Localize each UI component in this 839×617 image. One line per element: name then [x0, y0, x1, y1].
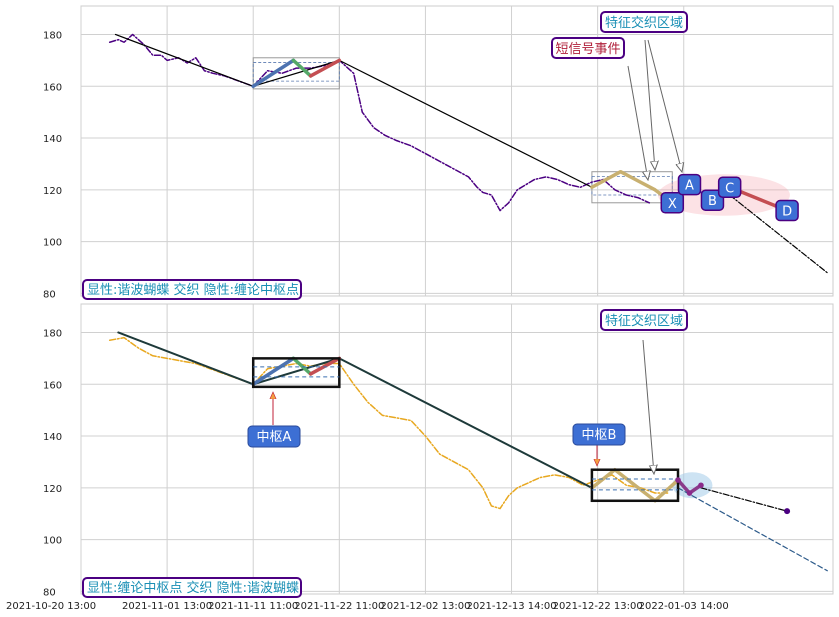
x-tick-label: 2021-11-22 11:00: [294, 601, 384, 612]
series-zhongshu-B-legs: [590, 467, 680, 503]
top-signal-arrow: [627, 65, 648, 180]
bottom-feature-arrow: [642, 339, 654, 474]
pattern-point-C: C: [717, 176, 742, 198]
pattern-point-label: D: [782, 205, 792, 220]
bottom-dots: [675, 477, 791, 515]
top-feature-arrow-1: [644, 39, 655, 170]
pattern-point-X: X: [660, 192, 685, 214]
pattern-point-label: A: [685, 179, 694, 194]
pattern-point-box: [775, 199, 799, 222]
x-tick-label: 2021-12-13 14:00: [466, 601, 556, 612]
bottom-zhongshu-a-label: 中枢A: [247, 425, 301, 448]
bottom-series: [108, 331, 828, 572]
x-tick-label: 2021-12-02 13:00: [380, 601, 470, 612]
x-tick-label: 2022-01-03 14:00: [639, 601, 729, 612]
zhongshu-box: [251, 357, 341, 389]
y-tick-label: 100: [43, 536, 62, 547]
pattern-point-label: B: [708, 194, 717, 209]
top-feature-arrow-2: [647, 39, 682, 172]
bottom-y-ticks: 80 100 120 140 160 180: [43, 328, 62, 598]
series-zhongshu-leg-3: [308, 356, 342, 376]
y-tick-label: 120: [43, 186, 62, 197]
tail-dot: [698, 482, 704, 489]
bottom-panel: 80 100 120 140 160 180 特征交织区域 中枢A 中枢B 显性:缠论中枢…: [43, 303, 834, 598]
pattern-point-box: [660, 192, 685, 214]
top-feature-text: 特征交织区域: [605, 15, 683, 31]
y-tick-label: 180: [43, 30, 62, 41]
y-tick-label: 160: [43, 82, 62, 93]
bottom-plot-frame: [80, 303, 834, 595]
series-harmonic-leg-1: [251, 58, 296, 89]
y-tick-label: 80: [43, 587, 56, 598]
bottom-zhongshu-b-text: 中枢B: [582, 428, 617, 443]
series-harmonic-leg-3: [308, 58, 342, 78]
bottom-feature-label: 特征交织区域: [600, 309, 688, 331]
zhongshu-box: [590, 468, 680, 503]
top-y-ticks: 80 100 120 140 160 180: [43, 30, 62, 300]
x-tick-label: 2021-10-20 13:00: [6, 601, 96, 612]
tail-dot: [686, 490, 693, 496]
pattern-point-D: D: [775, 199, 799, 222]
top-plot-frame: [80, 5, 834, 297]
pattern-point-B: B: [700, 189, 725, 211]
y-tick-label: 100: [43, 238, 62, 249]
tail-dot: [675, 477, 681, 483]
top-caption: 显性:谐波蝴蝶 交织 隐性:缠论中枢点: [82, 279, 302, 300]
top-signal-text: 短信号事件: [555, 42, 620, 57]
top-grid: [80, 6, 833, 296]
bottom-zhongshu-a-text: 中枢A: [257, 430, 292, 445]
y-tick-label: 80: [43, 289, 56, 300]
bottom-zones: [251, 357, 680, 503]
series-zhongshu-leg-1: [251, 356, 296, 387]
top-caption-text: 显性:谐波蝴蝶 交织 隐性:缠论中枢点: [87, 282, 299, 298]
bottom-highlight-zone: [672, 472, 713, 499]
bottom-caption: 显性:缠论中枢点 交织 隐性:谐波蝴蝶: [82, 577, 302, 598]
y-tick-label: 120: [43, 484, 62, 495]
top-feature-label: 特征交织区域: [600, 11, 688, 33]
y-tick-label: 180: [43, 328, 62, 339]
zone-inner-box: [252, 62, 340, 82]
series-projection: [729, 194, 828, 274]
series-zhongshu-leg-2: [291, 356, 313, 376]
pattern-point-label: C: [725, 181, 734, 196]
series-projection: [700, 487, 788, 512]
pattern-point-box: [700, 189, 725, 211]
y-tick-label: 140: [43, 134, 62, 145]
x-tick-label: 2021-11-01 13:00: [122, 601, 212, 612]
series-harmonic-leg-2: [291, 58, 313, 78]
top-signal-label: 短信号事件: [551, 37, 625, 59]
x-tick-label: 2021-11-11 11:00: [208, 601, 298, 612]
bottom-feature-text: 特征交织区域: [605, 313, 683, 329]
bottom-caption-text: 显性:缠论中枢点 交织 隐性:谐波蝴蝶: [87, 580, 299, 596]
x-tick-label: 2021-12-22 13:00: [553, 601, 643, 612]
pattern-point-label: X: [668, 197, 677, 212]
bottom-zhongshu-b-label: 中枢B: [572, 423, 626, 446]
projection-end-dot: [784, 508, 791, 515]
series-trend-line: [117, 331, 593, 489]
pattern-point-box: [677, 173, 702, 196]
series-projection-2: [677, 487, 828, 572]
y-tick-label: 160: [43, 380, 62, 391]
series-trend-line: [114, 33, 593, 188]
y-tick-label: 140: [43, 432, 62, 443]
pattern-point-box: [717, 176, 742, 198]
x-axis-ticks: 2021-10-20 13:00 2021-11-01 13:002021-11-…: [6, 601, 729, 612]
pattern-point-A: A: [677, 173, 702, 196]
